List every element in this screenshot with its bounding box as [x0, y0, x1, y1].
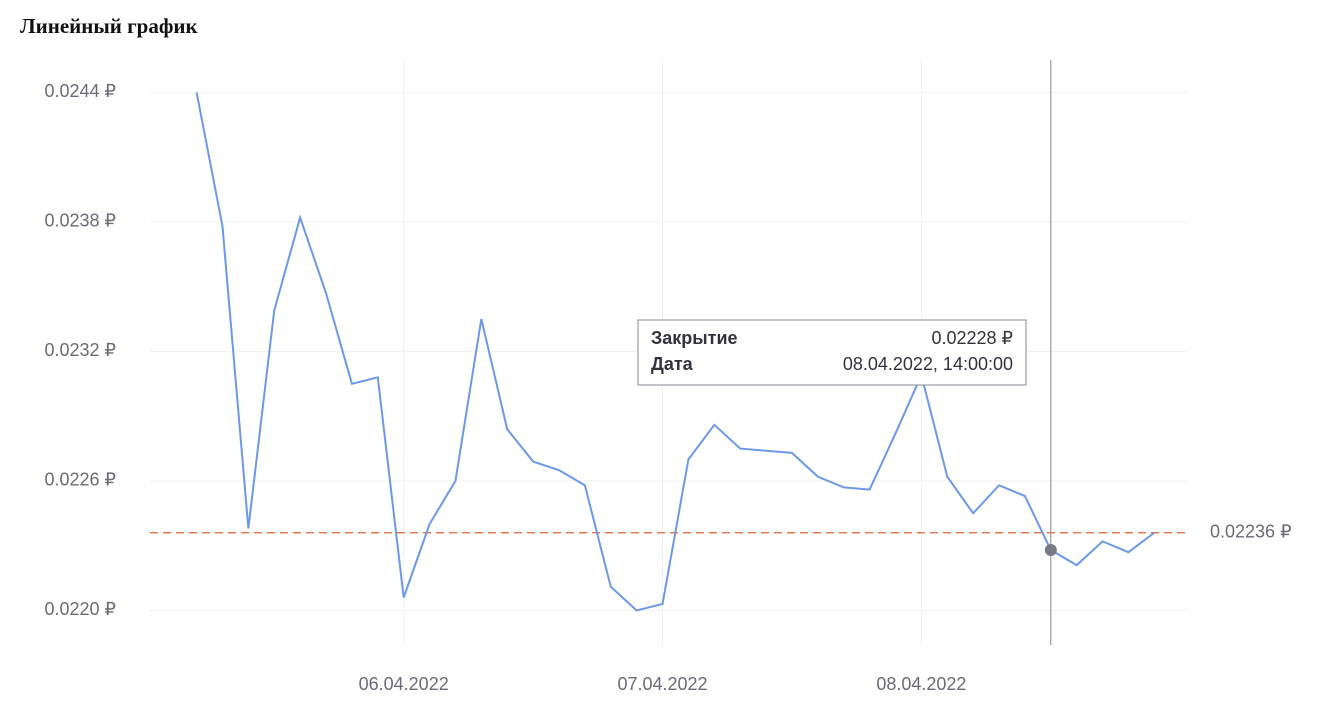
chart-title: Линейный график — [20, 14, 198, 38]
tooltip-label: Дата — [651, 354, 694, 374]
x-tick-label: 07.04.2022 — [617, 674, 707, 694]
line-series — [195, 92, 1155, 612]
reference-label: 0.02236 ₽ — [1210, 521, 1292, 541]
y-tick-label: 0.0232 ₽ — [44, 340, 116, 360]
y-tick-label: 0.0226 ₽ — [44, 470, 116, 490]
tooltip-value: 0.02228 ₽ — [931, 328, 1013, 348]
y-tick-label: 0.0244 ₽ — [44, 81, 116, 101]
tooltip: Закрытие 0.02228 ₽ Дата 08.04.2022, 14:00:0… — [637, 319, 1027, 386]
y-tick-label: 0.0238 ₽ — [44, 211, 116, 231]
x-tick-label: 06.04.2022 — [359, 674, 449, 694]
x-tick-label: 08.04.2022 — [876, 674, 966, 694]
y-tick-label: 0.0220 ₽ — [44, 599, 116, 619]
hover-point — [1044, 544, 1057, 557]
tooltip-value: 08.04.2022, 14:00:00 — [843, 354, 1013, 374]
tooltip-box — [637, 319, 1027, 386]
tooltip-label: Закрытие — [651, 328, 738, 348]
